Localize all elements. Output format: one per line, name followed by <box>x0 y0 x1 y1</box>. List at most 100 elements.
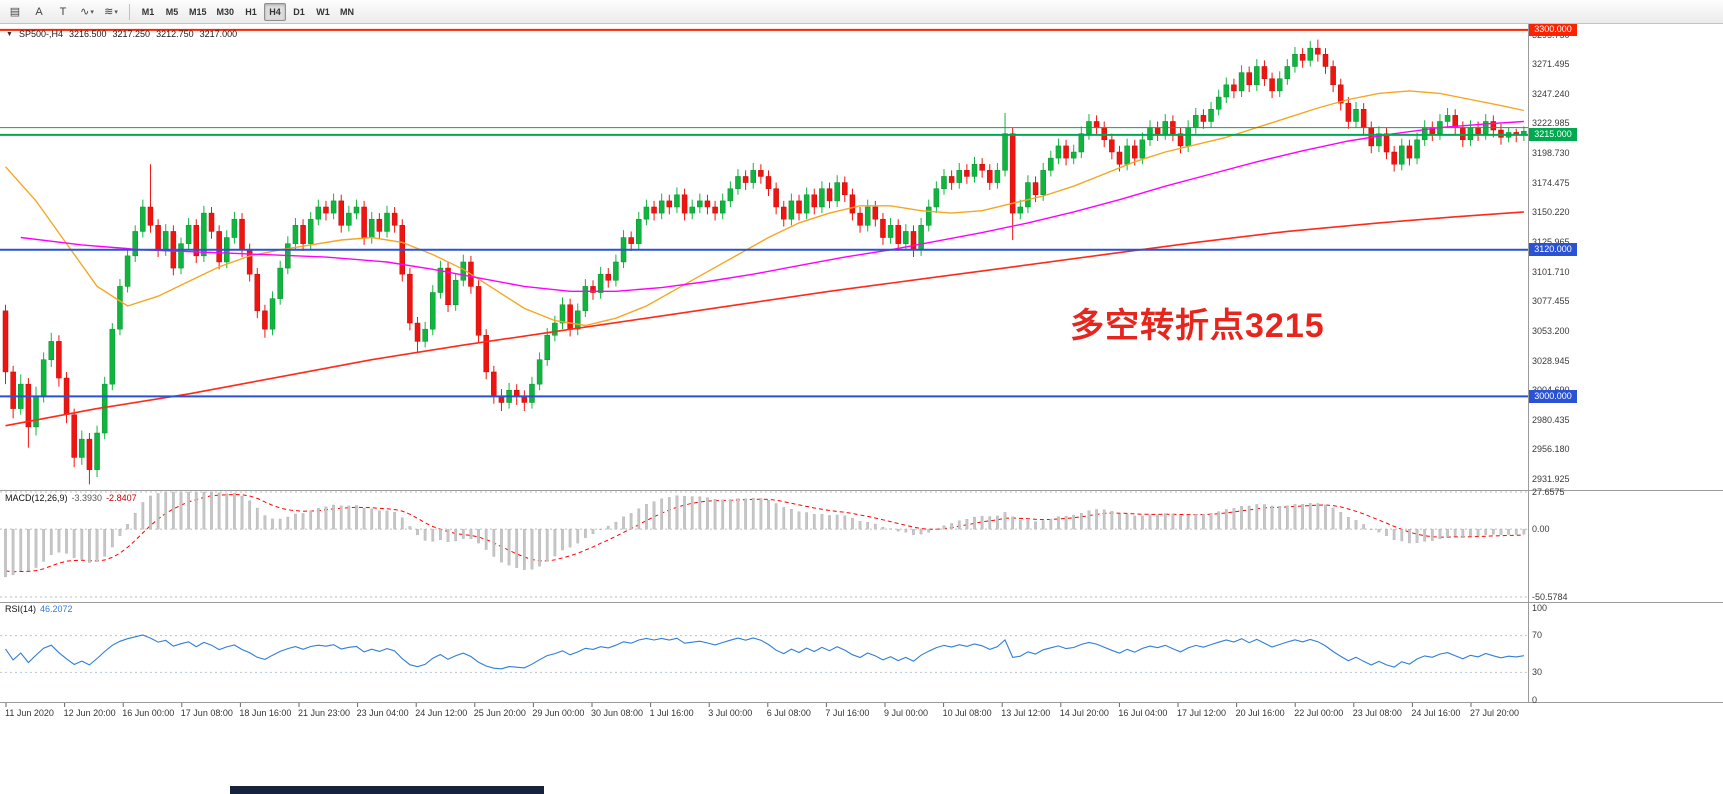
time-axis-label: 21 Jun 23:00 <box>298 708 351 718</box>
price-level-badge: 3215.000 <box>1529 128 1577 142</box>
price-axis-label: 3028.945 <box>1532 355 1570 366</box>
time-axis-label: 10 Jul 08:00 <box>942 708 992 718</box>
timeframe-h4[interactable]: H4 <box>264 2 287 21</box>
macd-axis-label: -50.5784 <box>1532 591 1568 602</box>
dropdown-caret-icon: ▾ <box>114 8 118 16</box>
rsi-axis-label: 100 <box>1532 602 1548 613</box>
time-axis-label: 24 Jul 16:00 <box>1411 708 1461 718</box>
macd-value-main: -3.3930 <box>71 493 103 503</box>
price-level-badge: 3120.000 <box>1529 243 1577 257</box>
chart-window-icon[interactable]: ▤ <box>4 2 26 21</box>
time-axis-label: 3 Jul 00:00 <box>708 708 753 718</box>
macd-histogram <box>4 491 1526 578</box>
rsi-panel <box>0 634 1528 673</box>
rsi-axis-label: 70 <box>1532 630 1543 641</box>
time-axis-label: 18 Jun 16:00 <box>239 708 292 718</box>
ohlc-low: 3212.750 <box>156 29 194 39</box>
price-axis-label: 3077.455 <box>1532 296 1570 307</box>
time-axis-label: 24 Jun 12:00 <box>415 708 468 718</box>
macd-axis-label: 27.6575 <box>1532 486 1565 497</box>
time-axis-label: 7 Jul 16:00 <box>825 708 870 718</box>
chart-header: ▼ SP500-,H4 3216.500 3217.250 3212.750 3… <box>6 29 237 39</box>
timeframe-h1[interactable]: H1 <box>240 3 262 21</box>
time-axis-label: 16 Jun 00:00 <box>122 708 175 718</box>
price-level-badge: 3300.000 <box>1529 23 1577 37</box>
price-axis-label: 2980.435 <box>1532 414 1570 425</box>
price-axis-label: 3247.240 <box>1532 88 1570 99</box>
time-axis-label: 25 Jun 20:00 <box>473 708 526 718</box>
symbol-period-label: SP500-,H4 <box>18 29 63 39</box>
toolbar-separator <box>129 3 130 20</box>
trendline-tool-icon[interactable]: ∿ ▾ <box>76 2 98 21</box>
timeframe-mn[interactable]: MN <box>336 3 358 21</box>
macd-axis-label: 0.00 <box>1532 523 1550 534</box>
time-axis-label: 23 Jun 04:00 <box>356 708 409 718</box>
ohlc-close: 3217.000 <box>199 29 238 39</box>
time-axis-label: 30 Jun 08:00 <box>591 708 644 718</box>
macd-panel <box>0 491 1528 598</box>
toolbar: ▤ A T ∿ ▾ ≋ ▾ M1 M5 M15 M30 H1 H4 D1 W1 MN <box>0 0 1723 24</box>
horizontal-level-lines[interactable] <box>0 28 1528 398</box>
price-axis-label: 3198.730 <box>1532 148 1570 159</box>
timeframe-m1[interactable]: M1 <box>137 3 159 21</box>
rsi-axis-label: 30 <box>1532 666 1543 677</box>
time-axis-label: 16 Jul 04:00 <box>1118 708 1168 718</box>
price-axis-label: 3150.220 <box>1532 207 1570 218</box>
timeframe-m30[interactable]: M30 <box>213 3 239 21</box>
ohlc-high: 3217.250 <box>112 29 151 39</box>
price-axis-label: 2956.180 <box>1532 444 1570 455</box>
time-axis-label: 27 Jul 20:00 <box>1470 708 1520 718</box>
time-axis-label: 14 Jul 20:00 <box>1059 708 1109 718</box>
ohlc-open: 3216.500 <box>68 29 107 39</box>
rsi-line <box>5 634 1524 670</box>
time-axis-label: 1 Jul 16:00 <box>649 708 694 718</box>
timeframe-d1[interactable]: D1 <box>288 3 310 21</box>
time-axis-label: 29 Jun 00:00 <box>532 708 585 718</box>
object-tool-icon[interactable]: T <box>52 2 74 21</box>
moving-averages <box>4 90 1525 427</box>
ma-fast-orange <box>4 90 1525 327</box>
rsi-name: RSI(14) <box>5 604 37 614</box>
timeframe-m15[interactable]: M15 <box>185 3 211 21</box>
time-axis-label: 12 Jun 20:00 <box>63 708 116 718</box>
price-axis-label: 3222.985 <box>1532 118 1570 129</box>
price-level-badge: 3000.000 <box>1529 389 1577 403</box>
timeframe-bar: M1 M5 M15 M30 H1 H4 D1 W1 MN <box>136 2 359 21</box>
price-axis-label: 3053.200 <box>1532 325 1570 336</box>
indicator-tool-icon[interactable]: ≋ ▾ <box>100 2 122 21</box>
timeframe-w1[interactable]: W1 <box>312 3 334 21</box>
candles[interactable] <box>2 39 1527 485</box>
time-axis-label: 6 Jul 08:00 <box>766 708 811 718</box>
timeframe-m5[interactable]: M5 <box>161 3 183 21</box>
annotation-text: 多空转折点3215 <box>1070 307 1325 345</box>
time-axis-label: 17 Jun 08:00 <box>180 708 233 718</box>
time-axis-label: 11 Jun 2020 <box>5 708 54 718</box>
time-axis-label: 22 Jul 00:00 <box>1294 708 1344 718</box>
time-axis-label: 17 Jul 12:00 <box>1177 708 1227 718</box>
price-axis-label: 2931.925 <box>1532 474 1570 485</box>
rsi-indicator-label: RSI(14) 46.2072 <box>5 604 73 614</box>
bottom-strip <box>230 786 544 794</box>
price-axis-label: 3174.475 <box>1532 177 1570 188</box>
rsi-axis-label: 0 <box>1532 694 1538 705</box>
time-axis-label: 23 Jul 08:00 <box>1352 708 1402 718</box>
text-label-icon[interactable]: A <box>28 2 50 21</box>
time-axis-ticks <box>5 703 1472 707</box>
toolbar-icons: ▤ A T ∿ ▾ ≋ ▾ <box>3 2 123 21</box>
rsi-value: 46.2072 <box>40 604 73 614</box>
collapse-icon[interactable]: ▼ <box>6 30 13 38</box>
panel-separators <box>0 24 1723 703</box>
ma-slow-red <box>5 211 1524 427</box>
time-axis-label: 20 Jul 16:00 <box>1235 708 1285 718</box>
price-axis-label: 3271.495 <box>1532 59 1570 70</box>
macd-indicator-label: MACD(12,26,9) -3.3930 -2.8407 <box>5 493 137 503</box>
time-axis-label: 13 Jul 12:00 <box>1001 708 1051 718</box>
price-axis-label: 3125.965 <box>1532 236 1570 247</box>
macd-value-signal: -2.8407 <box>106 493 137 503</box>
macd-name: MACD(12,26,9) <box>5 493 68 503</box>
time-axis-label: 9 Jul 00:00 <box>884 708 929 718</box>
dropdown-caret-icon: ▾ <box>90 8 94 16</box>
ma-mid-magenta <box>20 120 1524 292</box>
